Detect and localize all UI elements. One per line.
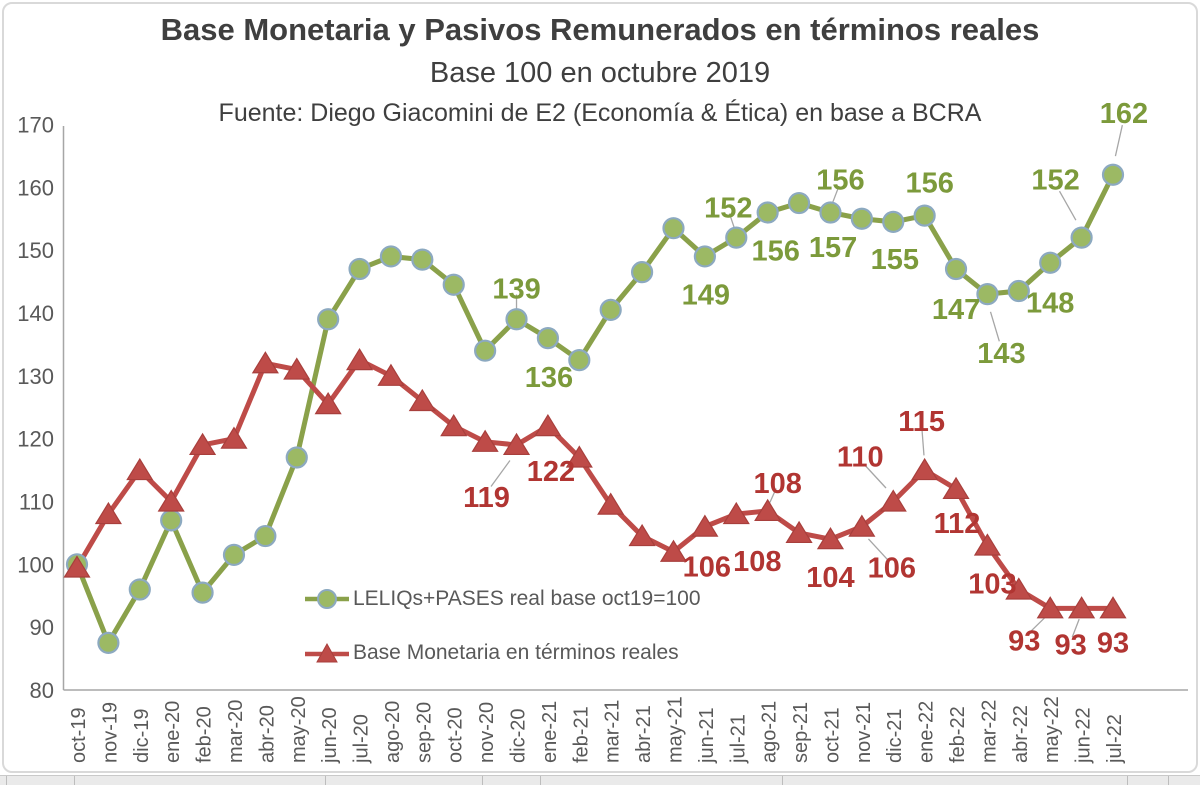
legend-circle-marker-icon [305, 589, 349, 609]
svg-text:160: 160 [17, 175, 54, 200]
svg-text:103: 103 [968, 568, 1016, 600]
svg-text:jun-20: jun-20 [319, 707, 341, 764]
svg-text:93: 93 [1097, 627, 1129, 659]
chart-title: Base Monetaria y Pasivos Remunerados en … [160, 12, 1040, 47]
svg-text:143: 143 [977, 338, 1025, 370]
svg-text:jul-20: jul-20 [351, 714, 373, 764]
strip-cell-border [1127, 776, 1128, 785]
strip-cell-border [74, 776, 75, 785]
legend-item-base-monetaria: Base Monetaria en términos reales [304, 638, 701, 668]
svg-text:oct-19: oct-19 [68, 707, 90, 763]
svg-text:152: 152 [704, 193, 752, 225]
svg-text:jul-22: jul-22 [1104, 714, 1126, 764]
svg-text:abr-22: abr-22 [1010, 705, 1032, 763]
svg-text:oct-21: oct-21 [821, 707, 843, 763]
strip-cell-border [540, 776, 541, 785]
svg-text:dic-21: dic-21 [884, 709, 906, 763]
svg-text:110: 110 [19, 490, 54, 515]
svg-text:ene-20: ene-20 [162, 701, 184, 763]
svg-text:nov-20: nov-20 [476, 702, 498, 763]
svg-text:abr-21: abr-21 [633, 705, 655, 763]
svg-text:ene-21: ene-21 [539, 701, 561, 763]
svg-text:100: 100 [17, 552, 54, 577]
svg-text:93: 93 [1008, 625, 1040, 657]
svg-text:110: 110 [837, 442, 884, 474]
svg-text:148: 148 [1026, 288, 1074, 320]
svg-text:106: 106 [683, 552, 731, 584]
svg-text:136: 136 [525, 362, 573, 394]
svg-text:sep-20: sep-20 [413, 702, 435, 763]
svg-text:mar-21: mar-21 [602, 700, 624, 763]
svg-text:feb-22: feb-22 [947, 706, 969, 763]
svg-text:156: 156 [816, 164, 864, 196]
svg-text:157: 157 [809, 232, 857, 264]
svg-text:oct-20: oct-20 [445, 707, 467, 763]
svg-text:nov-19: nov-19 [99, 702, 121, 763]
svg-text:dic-20: dic-20 [508, 709, 530, 763]
spreadsheet-row-strip [0, 775, 1200, 785]
svg-text:152: 152 [1031, 165, 1079, 197]
svg-text:mar-22: mar-22 [978, 700, 1000, 763]
legend-item-leliqs-pases: LELIQs+PASES real base oct19=100 [304, 584, 701, 614]
svg-text:93: 93 [1054, 629, 1086, 661]
svg-text:156: 156 [905, 168, 953, 200]
svg-text:ene-22: ene-22 [916, 701, 938, 763]
svg-text:nov-21: nov-21 [853, 702, 875, 763]
svg-text:149: 149 [682, 279, 730, 311]
strip-cell-border [1168, 776, 1169, 785]
strip-cell-border [782, 776, 783, 785]
svg-text:150: 150 [17, 238, 54, 263]
svg-text:feb-20: feb-20 [194, 706, 216, 763]
svg-text:jun-21: jun-21 [696, 707, 718, 764]
chart-source: Fuente: Diego Giacomini de E2 (Economía … [218, 99, 982, 127]
svg-text:115: 115 [898, 406, 945, 438]
svg-text:140: 140 [17, 301, 54, 326]
svg-text:170: 170 [17, 113, 54, 138]
legend-triangle-marker-icon [305, 642, 349, 663]
strip-cell-border [325, 776, 326, 785]
svg-text:162: 162 [1100, 98, 1148, 130]
svg-text:mar-20: mar-20 [225, 700, 247, 763]
svg-text:122: 122 [527, 456, 575, 488]
svg-text:dic-19: dic-19 [131, 709, 153, 763]
chart-frame [2, 2, 1198, 773]
svg-text:112: 112 [934, 508, 981, 540]
svg-text:80: 80 [30, 678, 54, 703]
svg-text:155: 155 [871, 244, 919, 276]
svg-text:156: 156 [751, 235, 799, 267]
chart-header: Base Monetaria y Pasivos Remunerados en … [0, 8, 1200, 132]
legend-label-leliqs-pases: LELIQs+PASES real base oct19=100 [353, 587, 701, 610]
svg-text:147: 147 [932, 294, 980, 326]
svg-text:130: 130 [17, 364, 54, 389]
svg-text:may-20: may-20 [288, 696, 310, 763]
svg-text:108: 108 [753, 468, 801, 500]
svg-text:139: 139 [492, 273, 540, 305]
svg-text:feb-21: feb-21 [570, 706, 592, 763]
svg-text:sep-21: sep-21 [790, 702, 812, 763]
svg-text:jul-21: jul-21 [727, 714, 749, 764]
svg-text:104: 104 [806, 562, 854, 594]
svg-text:may-21: may-21 [664, 696, 686, 763]
legend-label-base-monetaria: Base Monetaria en términos reales [353, 641, 679, 664]
svg-text:119: 119 [463, 482, 510, 514]
strip-cell-border [482, 776, 483, 785]
legend: LELIQs+PASES real base oct19=100 Base Mo… [304, 584, 701, 692]
strip-cell-border [6, 776, 7, 785]
svg-text:may-22: may-22 [1041, 696, 1063, 763]
svg-text:120: 120 [17, 427, 54, 452]
svg-text:abr-20: abr-20 [256, 705, 278, 763]
svg-text:106: 106 [868, 553, 916, 585]
svg-text:ago-21: ago-21 [759, 701, 781, 763]
svg-text:ago-20: ago-20 [382, 701, 404, 763]
svg-text:90: 90 [30, 615, 54, 640]
chart-subtitle: Base 100 en octubre 2019 [429, 57, 771, 89]
svg-text:jun-22: jun-22 [1073, 707, 1095, 764]
svg-text:108: 108 [733, 546, 781, 578]
